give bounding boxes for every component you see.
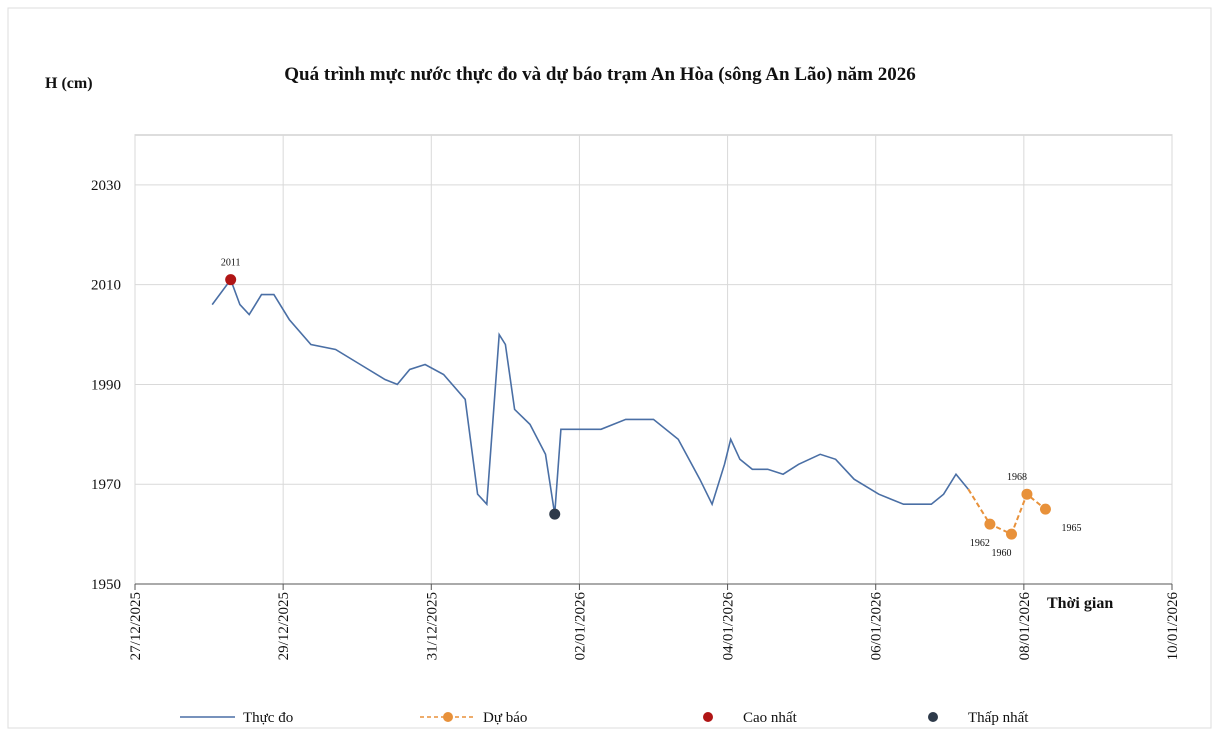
legend-item: Thấp nhất xyxy=(928,710,1029,726)
data-label: 1968 xyxy=(1007,472,1027,483)
x-tick-label: 04/01/2026 xyxy=(721,592,737,661)
data-label: 1962 xyxy=(970,538,990,549)
legend-label: Thực đo xyxy=(243,710,293,726)
frame xyxy=(7,7,1212,729)
marker xyxy=(549,508,561,520)
chart-title: Quá trình mực nước thực đo và dự báo trạ… xyxy=(284,64,915,85)
marker xyxy=(1021,488,1033,500)
x-tick-label: 02/01/2026 xyxy=(572,592,588,661)
marker xyxy=(984,518,996,530)
legend-marker xyxy=(928,712,938,722)
plot-area xyxy=(134,134,1173,585)
x-tick-label: 06/01/2026 xyxy=(869,592,885,661)
legend-item: Cao nhất xyxy=(703,710,798,726)
x-tick-label: 10/01/2026 xyxy=(1165,592,1181,661)
y-tick-label: 1970 xyxy=(91,477,121,493)
data-label: 2011 xyxy=(221,258,241,269)
x-tick-label: 27/12/2025 xyxy=(128,592,144,660)
y-axis-label: H (cm) xyxy=(45,75,93,92)
x-tick-label: 31/12/2025 xyxy=(424,592,440,660)
legend-marker xyxy=(443,712,453,722)
legend-label: Cao nhất xyxy=(743,710,798,726)
legend-item: Dự báo xyxy=(420,710,527,726)
legend-marker xyxy=(703,712,713,722)
y-tick-label: 2010 xyxy=(91,278,121,294)
legend-item: Thực đo xyxy=(180,710,293,726)
x-axis-label: Thời gian xyxy=(1047,595,1113,612)
legend-label: Thấp nhất xyxy=(968,710,1029,726)
y-tick-label: 1990 xyxy=(91,377,121,393)
marker xyxy=(1006,528,1018,540)
y-tick-label: 1950 xyxy=(91,577,121,593)
y-tick-label: 2030 xyxy=(91,178,121,194)
x-tick-label: 29/12/2025 xyxy=(276,592,292,660)
line xyxy=(211,278,969,515)
marker xyxy=(1039,503,1051,515)
data-label: 1960 xyxy=(992,548,1012,559)
x-tick-label: 08/01/2026 xyxy=(1017,592,1033,661)
legend-label: Dự báo xyxy=(483,710,527,726)
marker xyxy=(225,274,237,286)
data-label: 1965 xyxy=(1061,523,1081,534)
